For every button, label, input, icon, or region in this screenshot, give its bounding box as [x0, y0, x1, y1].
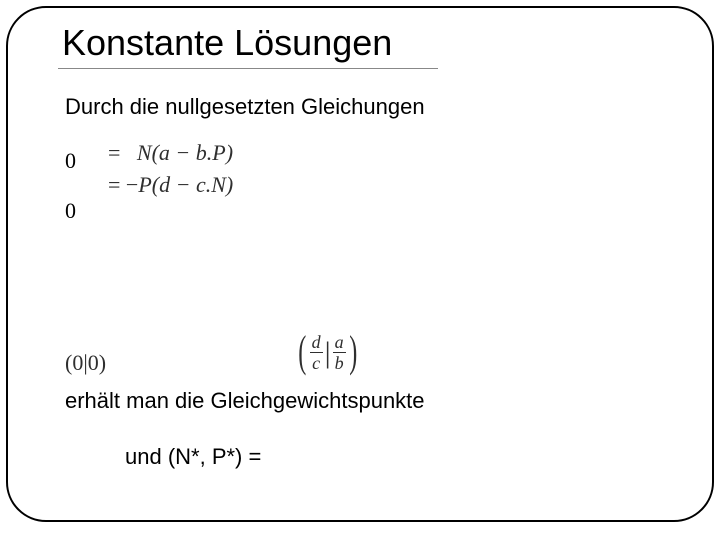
fraction-ab-num: a — [333, 333, 346, 352]
title-underline — [58, 68, 438, 69]
origin-point: (0|0) — [65, 350, 106, 376]
fraction-dc-num: d — [310, 333, 323, 352]
equation-rhs-2: = −P(d − c.N) — [108, 172, 233, 198]
equation-zero-1: 0 — [65, 148, 76, 174]
paren-right: ) — [349, 330, 357, 374]
equilibrium-point-fraction: (dc|ab) — [295, 330, 360, 374]
conclusion-text: erhält man die Gleichgewichtspunkte — [65, 388, 425, 414]
fraction-dc-den: c — [310, 352, 323, 372]
equation-zero-2: 0 — [65, 198, 76, 224]
fraction-ab-den: b — [333, 352, 346, 372]
equation-2-body: P(d − c.N) — [138, 172, 233, 197]
equals-sign-1: = — [108, 140, 120, 165]
subtitle-text: Durch die nullgesetzten Gleichungen — [65, 94, 425, 120]
minus-sign-2: − — [126, 172, 138, 197]
equation-1-body: N(a − b.P) — [137, 140, 233, 165]
fraction-separator: | — [323, 338, 333, 368]
fraction-ab: ab — [333, 333, 346, 372]
equals-sign-2: = — [108, 172, 120, 197]
fraction-dc: dc — [310, 333, 323, 372]
slide-container: Konstante Lösungen Durch die nullgesetzt… — [0, 0, 720, 540]
equation-rhs-1: = N(a − b.P) — [108, 140, 233, 166]
slide-frame — [6, 6, 714, 522]
slide-title: Konstante Lösungen — [62, 22, 392, 64]
paren-left: ( — [298, 330, 306, 374]
und-line-text: und (N*, P*) = — [125, 444, 261, 470]
